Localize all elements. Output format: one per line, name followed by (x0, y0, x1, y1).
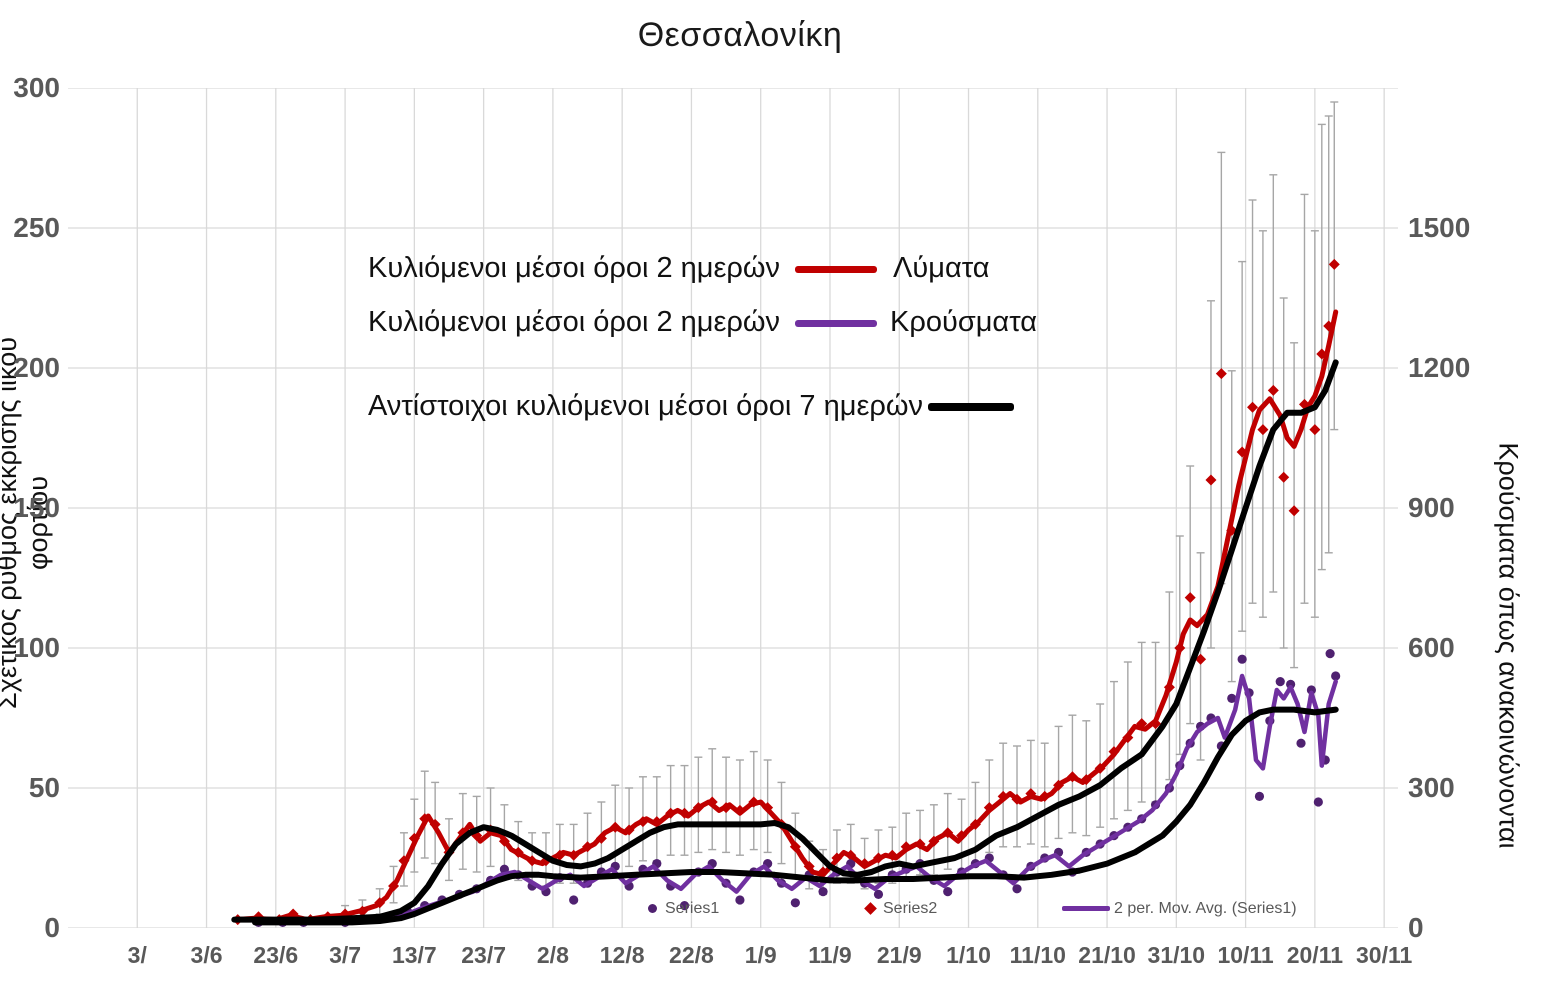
legend-7day-label: Αντίστοιχοι κυλιόμενοι μέσοι όροι 7 ημερ… (368, 390, 924, 422)
series2-diamond-icon (864, 902, 877, 916)
right-tick-label: 0 (1408, 912, 1424, 943)
left-tick-label: 250 (13, 212, 60, 243)
x-tick-label: 3/6 (190, 942, 223, 968)
x-tick-label: 1/9 (744, 942, 777, 968)
series2-label: Series2 (883, 900, 938, 917)
left-tick-label: 50 (28, 772, 60, 803)
right-tick-label: 600 (1408, 632, 1455, 663)
x-tick-label: 11/9 (808, 942, 852, 968)
avg7-line-swatch (928, 403, 1014, 411)
x-tick-label: 2/8 (536, 942, 569, 968)
movavg-line-icon (1062, 906, 1110, 912)
x-tick-label: 30/11 (1355, 942, 1413, 968)
left-tick-label: 100 (13, 632, 60, 663)
legend-row-cases: Κυλιόμενοι μέσοι όροι 2 ημερών (368, 306, 780, 339)
x-tick-label: 1/10 (946, 942, 991, 968)
x-tick-label: 10/11 (1217, 942, 1274, 968)
x-tick-label: 21/10 (1078, 942, 1136, 968)
left-tick-label: 150 (13, 492, 60, 523)
legend-2day-label-2: Κυλιόμενοι μέσοι όροι 2 ημερών (368, 306, 781, 338)
x-tick-label: 22/8 (669, 942, 714, 968)
right-tick-label: 1200 (1408, 352, 1471, 383)
x-tick-label: 12/8 (599, 942, 645, 968)
x-tick-label: 3/7 (329, 942, 362, 968)
right-tick-label: 1500 (1408, 212, 1471, 243)
left-tick-label: 300 (13, 72, 60, 103)
x-tick-label: 13/7 (391, 942, 437, 968)
x-tick-label: 20/11 (1286, 942, 1344, 968)
x-tick-label: 23/6 (253, 942, 299, 968)
x-tick-label: 31/10 (1147, 942, 1206, 968)
legend-wastewater-name: Λύματα (893, 252, 990, 285)
cases-line-swatch (795, 320, 877, 327)
plot-area (68, 88, 1398, 928)
legend-row-wastewater: Κυλιόμενοι μέσοι όροι 2 ημερών (368, 252, 780, 285)
movavg-label: 2 per. Mov. Avg. (Series1) (1114, 900, 1297, 917)
x-tick-label: 21/9 (876, 942, 922, 968)
chart-title: Θεσσαλονίκη (637, 16, 843, 54)
mini-legend-movavg: 2 per. Mov. Avg. (Series1) (1062, 900, 1297, 918)
right-tick-label: 900 (1408, 492, 1455, 523)
x-tick-label: 3/ (127, 942, 147, 968)
right-tick-label: 300 (1408, 772, 1455, 803)
series1-dot-icon (648, 904, 657, 914)
legend-cases-name: Κρούσματα (890, 306, 1037, 339)
x-tick-label: 23/7 (461, 942, 506, 968)
series1-label: Series1 (665, 900, 720, 917)
legend-2day-label-1: Κυλιόμενοι μέσοι όροι 2 ημερών (368, 252, 781, 284)
mini-legend-series2: Series2 (864, 900, 938, 918)
x-tick-label: 11/10 (1009, 942, 1066, 968)
cases-label: Κρούσματα (890, 306, 1038, 338)
mini-legend-series1: Series1 (648, 900, 719, 918)
wastewater-line-swatch (795, 266, 877, 273)
legend-row-7day: Αντίστοιχοι κυλιόμενοι μέσοι όροι 7 ημερ… (368, 390, 923, 423)
left-tick-label: 0 (44, 912, 60, 943)
left-tick-label: 200 (13, 352, 60, 383)
wastewater-label: Λύματα (893, 252, 990, 284)
